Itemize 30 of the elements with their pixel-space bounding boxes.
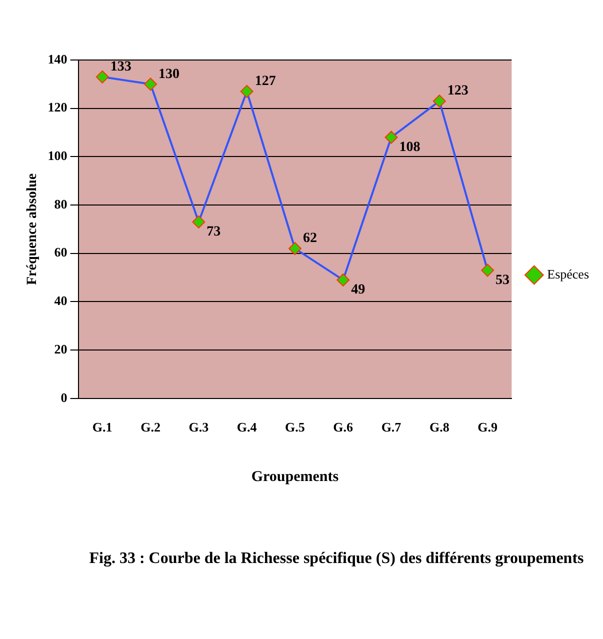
y-tick-label: 20 [54, 341, 68, 356]
y-axis-title: Fréquence absolue [25, 173, 40, 286]
y-tick-label: 60 [54, 244, 68, 260]
legend-label: Espéces [547, 266, 590, 282]
x-tick-label: G.4 [236, 420, 258, 435]
x-tick-label: G.1 [92, 420, 112, 435]
y-tick-label: 140 [48, 51, 68, 66]
x-tick-label: G.6 [333, 420, 354, 435]
x-tick-label: G.8 [429, 420, 450, 435]
data-label: 123 [447, 84, 468, 99]
data-label: 130 [158, 66, 180, 82]
caption: Fig. 33 : Courbe de la Richesse spécifique (S) des différents groupements [88, 550, 585, 568]
x-tick-label: G.3 [188, 420, 210, 435]
y-tick-label: 40 [54, 293, 68, 308]
y-tick-label: 0 [60, 390, 68, 405]
y-tick-label: 80 [54, 196, 68, 212]
x-tick-label: G.7 [381, 420, 402, 435]
data-label: 108 [399, 140, 420, 155]
x-tick-label: G.9 [478, 420, 498, 435]
data-label: 62 [302, 231, 317, 246]
y-tick-label: 120 [48, 100, 68, 115]
x-axis-title: Groupements [251, 468, 339, 485]
data-label: 73 [206, 224, 221, 240]
data-label: 53 [496, 272, 510, 288]
x-tick-label: G.5 [285, 420, 306, 435]
x-tick-label: G.2 [140, 420, 160, 435]
data-label: 127 [254, 74, 276, 90]
y-tick-label: 100 [48, 148, 68, 164]
data-label: 49 [351, 282, 366, 298]
data-label: 133 [110, 60, 132, 75]
